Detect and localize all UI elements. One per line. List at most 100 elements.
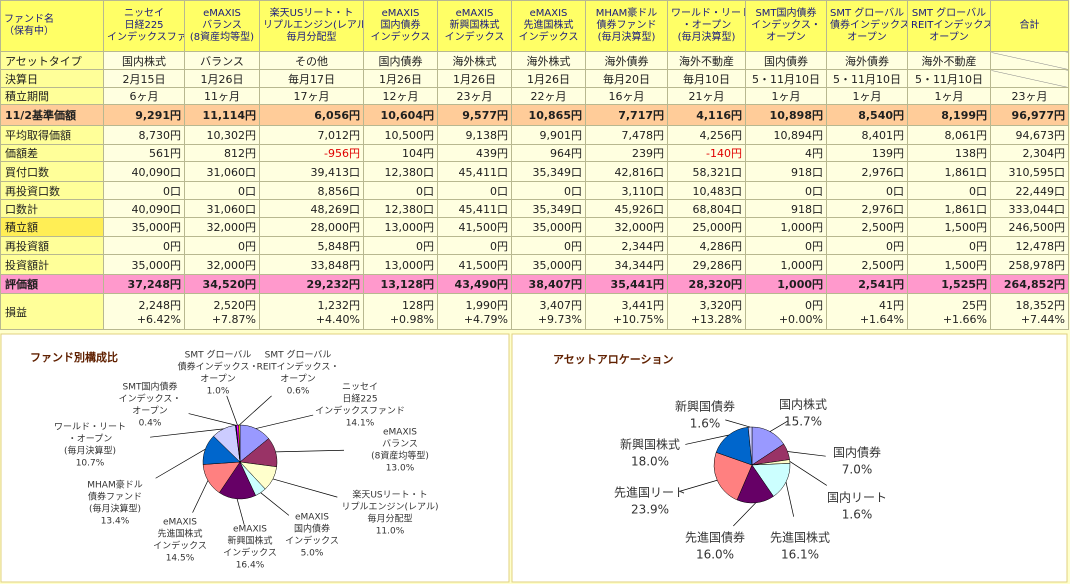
table-cell: 海外債券 (826, 51, 908, 70)
table-cell: 国内債券 (745, 51, 827, 70)
label-line: 14.5% (166, 554, 195, 564)
table-cell: 毎月10日 (667, 69, 746, 88)
table-cell: 0円 +0.00% (745, 293, 827, 330)
leader-line (150, 428, 224, 438)
leader-line (226, 395, 238, 426)
leader-line (733, 502, 756, 527)
cell-text: 3,110口 (621, 184, 665, 198)
cell-text: 48,269口 (310, 202, 361, 216)
table-cell: 35,000円 (103, 254, 185, 275)
table-cell: 13,000円 (363, 217, 438, 237)
cell-text: 5,848円 (317, 239, 361, 253)
cell-text: 合計 (1019, 20, 1040, 31)
row-label: 評価額 (0, 274, 104, 294)
table-cell: 22ヶ月 (511, 87, 586, 105)
chart-title: アセットアロケーション (553, 353, 674, 366)
table-cell: 40,090口 (103, 199, 185, 218)
label-line: インデックス (223, 547, 277, 559)
slice-label: eMAXIS バランス(8資産均等型) 13.0% (371, 428, 429, 474)
table-row: 損益 2,248円 +6.42% 2,520円 +7.87% 1,232円 +4.40% 12… (0, 293, 1069, 330)
label-line: 国内リート (827, 491, 887, 505)
slice-label: eMAXIS 国内債券インデックス 5.0% (285, 513, 339, 559)
table-cell: 0口 (511, 181, 586, 200)
label-line: リプルエンジン(レアル) (342, 502, 439, 513)
row-label: 11/2基準価額 (0, 104, 104, 126)
table-cell: 8,540円 (826, 104, 908, 126)
cell-text: 1月26日 (453, 72, 496, 86)
cell-text: オープン (929, 32, 969, 43)
cell-text: 8,730円 (138, 129, 182, 142)
cell-text: 8,856口 (317, 184, 361, 198)
cell-text: 1月26日 (200, 72, 244, 86)
label-line: eMAXIS (233, 525, 267, 535)
cell-text: 12ヶ月 (382, 90, 419, 103)
cell-text: SMT グローバル (911, 8, 987, 19)
table-cell: 964円 (511, 144, 586, 162)
label-line: 1.6% (842, 508, 873, 522)
table-cell: 35,000円 (511, 217, 586, 237)
row-label: 投資額計 (0, 254, 104, 275)
leader-line (787, 451, 826, 457)
cell-text: 239円 (632, 147, 664, 160)
table-cell: 1,500円 (907, 254, 991, 275)
table-cell: 21ヶ月 (667, 87, 746, 105)
cell-text: 1ヶ月 (852, 90, 882, 103)
header-cell: ファンド名 （保有中） (0, 0, 104, 52)
table-cell: -140円 (667, 144, 746, 162)
slice-label: eMAXIS 先進国株式インデックス 14.5% (153, 518, 207, 564)
table-row: 決算日 2月15日 1月26日 毎月17日 1月26日 1月26日 1月26日 毎月20日 毎月… (0, 69, 1069, 88)
table-cell: 41,500円 (437, 254, 512, 275)
cell-text: +6.42% (136, 313, 181, 326)
label-line: 国内株式 (779, 397, 827, 412)
chart-title: ファンド別構成比 (30, 350, 118, 364)
table-cell: 9,291円 (103, 104, 185, 126)
cell-text: 10,894円 (773, 129, 824, 142)
leader-line (260, 492, 290, 516)
cell-text: 18,352円 (1015, 299, 1066, 312)
table-cell: 45,411口 (437, 199, 512, 218)
table-cell: 0口 (745, 181, 827, 200)
cell-text: インデックスファンド (107, 32, 184, 43)
table-row: 投資額計 35,000円 32,000円 33,848円 13,000円 41,500円 3… (0, 254, 1069, 275)
table-cell: 1月26日 (184, 69, 260, 88)
table-cell: 58,321口 (667, 161, 746, 182)
table-cell: 34,520円 (184, 274, 260, 294)
header-cell: MHAM豪ドル 債券ファンド (毎月決算型) (585, 0, 668, 52)
cell-text: eMAXIS (455, 8, 494, 19)
table-cell: 海外株式 (511, 51, 586, 70)
cell-text: 0口 (805, 184, 823, 198)
cell-text: 35,441円 (610, 278, 664, 291)
table-cell: 5,848円 (259, 236, 364, 255)
table-cell: 9,901円 (511, 125, 586, 145)
table-cell: 246,500円 (990, 217, 1069, 237)
slice-label: MHAM豪ドル債券ファンド(毎月決算型) 13.4% (87, 479, 142, 527)
header-cell: eMAXIS 新興国株式 インデックス (437, 0, 512, 52)
table-row: 積立期間 6ヶ月 11ヶ月 17ヶ月 12ヶ月 23ヶ月 22ヶ月 16ヶ月 21ヶ月 1ヶ月 1ヶ… (0, 87, 1069, 105)
table-cell: 0円 (907, 236, 991, 255)
label-line: eMAXIS (295, 513, 329, 523)
table-cell: 2,304円 (990, 144, 1069, 162)
cell-text: 31,060口 (206, 202, 257, 216)
cell-text: 13,128円 (380, 278, 434, 291)
table-cell: 68,804口 (667, 199, 746, 218)
cell-text: ファンド名 (4, 14, 54, 25)
cell-text: 再投資額 (5, 239, 49, 253)
cell-text: +13.28% (690, 313, 742, 326)
table-cell: 国内株式 (103, 51, 185, 70)
table-cell: 34,344円 (585, 254, 668, 275)
cell-text: 0口 (886, 184, 904, 198)
cell-text: 2,976口 (861, 165, 905, 179)
table-cell: 1ヶ月 (907, 87, 991, 105)
table-cell: 37,248円 (103, 274, 185, 294)
leader-line (239, 395, 272, 426)
label-line: 日経225 (342, 393, 377, 405)
table-cell: 2,500円 (826, 254, 908, 275)
cell-text: +7.87% (211, 313, 256, 326)
row-label: 平均取得価額 (0, 125, 104, 145)
slice-label: 楽天USリート・トリプルエンジン(レアル)毎月分配型 11.0% (342, 489, 439, 537)
row-label: 積立額 (0, 217, 104, 237)
cell-text: 7,478円 (621, 129, 665, 142)
table-cell: 918口 (745, 161, 827, 182)
cell-text: 楽天USリート・ト (269, 8, 354, 19)
